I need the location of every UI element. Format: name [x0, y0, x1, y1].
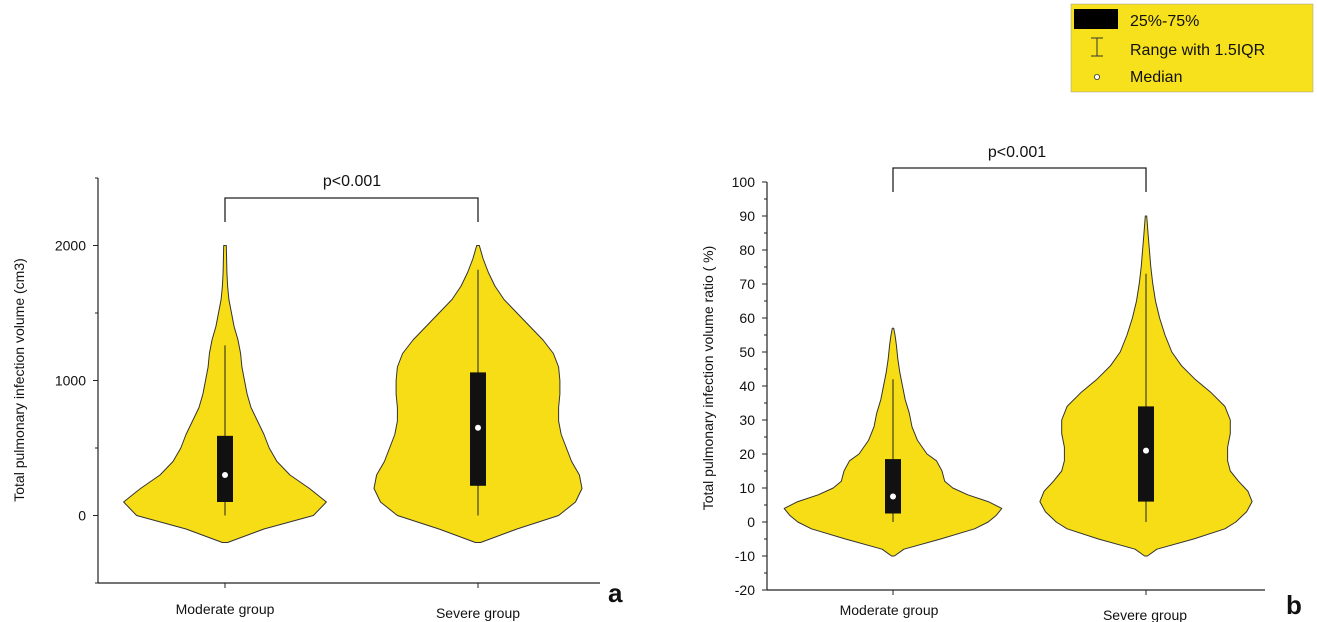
significance-bracket: [892, 167, 1147, 192]
y-tick-label: -20: [735, 582, 755, 598]
median-point: [222, 472, 228, 478]
x-tick-label: Severe group: [436, 605, 520, 621]
iqr-box: [1138, 406, 1154, 502]
chart-panel-b: Total pulmonary infection volume ratio (…: [700, 144, 1302, 622]
y-tick-label: 20: [739, 446, 755, 462]
y-axis-label: Total pulmonary infection volume ratio (…: [700, 246, 716, 511]
panel-letter: b: [1286, 590, 1302, 620]
x-tick-label: Moderate group: [840, 602, 939, 618]
y-tick-label: 50: [739, 344, 755, 360]
y-tick-label: 30: [739, 412, 755, 428]
y-tick-label: 2000: [55, 238, 86, 254]
y-tick-label: 0: [747, 514, 755, 530]
chart-panel-a: Total pulmonary infection volume (cm3) a…: [11, 173, 623, 621]
legend-median-swatch: [1094, 74, 1101, 81]
legend: 25%-75% Range with 1.5IQR Median: [1070, 3, 1314, 93]
y-tick-label: 70: [739, 276, 755, 292]
y-tick-label: 10: [739, 480, 755, 496]
y-tick-label: 0: [78, 508, 86, 524]
legend-label-box: 25%-75%: [1130, 13, 1199, 30]
panel-letter: a: [608, 578, 623, 608]
legend-label-median: Median: [1130, 69, 1182, 86]
iqr-box: [217, 435, 233, 502]
x-tick-label: Moderate group: [176, 601, 275, 617]
median-point: [1143, 447, 1149, 454]
y-tick-label: 90: [739, 208, 755, 224]
significance-bracket: [224, 197, 479, 222]
y-tick-label: 80: [739, 242, 755, 258]
y-tick-label: 60: [739, 310, 755, 326]
significance-label: p<0.001: [323, 173, 381, 190]
legend-label-whisker: Range with 1.5IQR: [1130, 42, 1265, 59]
legend-whisker-swatch: [1091, 37, 1103, 57]
y-tick-label: 40: [739, 378, 755, 394]
median-point: [890, 493, 896, 500]
significance-label: p<0.001: [988, 144, 1046, 161]
x-tick-label: Severe group: [1103, 607, 1187, 622]
y-tick-label: 1000: [55, 373, 86, 389]
median-point: [475, 424, 481, 431]
y-tick-label: -10: [735, 548, 755, 564]
legend-box-swatch: [1074, 9, 1118, 29]
y-axis-label: Total pulmonary infection volume (cm3): [11, 258, 27, 502]
y-tick-label: 100: [732, 174, 756, 190]
iqr-box: [885, 459, 901, 514]
